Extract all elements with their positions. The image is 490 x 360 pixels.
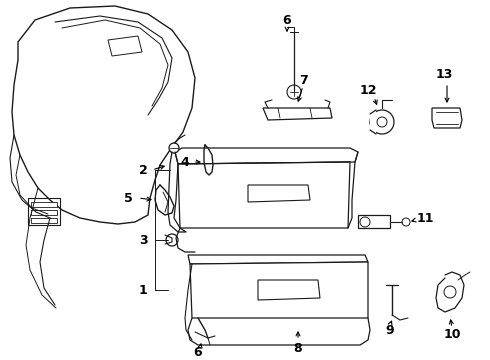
Text: 5: 5 xyxy=(123,192,132,204)
Circle shape xyxy=(166,234,178,246)
Polygon shape xyxy=(432,108,462,128)
Polygon shape xyxy=(190,262,368,318)
Circle shape xyxy=(402,218,410,226)
Polygon shape xyxy=(258,280,320,300)
Polygon shape xyxy=(263,108,332,120)
Text: 1: 1 xyxy=(139,284,147,297)
Polygon shape xyxy=(31,218,57,223)
Text: 7: 7 xyxy=(298,73,307,86)
Polygon shape xyxy=(370,110,376,134)
Text: 9: 9 xyxy=(386,324,394,337)
Polygon shape xyxy=(31,202,57,207)
Text: 13: 13 xyxy=(435,68,453,81)
Circle shape xyxy=(377,117,387,127)
Text: 8: 8 xyxy=(294,342,302,355)
Polygon shape xyxy=(178,162,350,228)
Circle shape xyxy=(370,110,394,134)
Text: 6: 6 xyxy=(194,346,202,360)
Text: 11: 11 xyxy=(416,211,434,225)
Text: 10: 10 xyxy=(443,328,461,342)
Circle shape xyxy=(444,286,456,298)
Text: 6: 6 xyxy=(283,13,292,27)
Polygon shape xyxy=(188,255,368,264)
Polygon shape xyxy=(31,210,57,215)
Polygon shape xyxy=(358,215,390,228)
Text: 12: 12 xyxy=(359,84,377,96)
Circle shape xyxy=(287,85,301,99)
Polygon shape xyxy=(248,185,310,202)
Text: 3: 3 xyxy=(139,234,147,247)
Text: 2: 2 xyxy=(139,163,147,176)
Circle shape xyxy=(360,217,370,227)
Polygon shape xyxy=(108,36,142,56)
Text: 4: 4 xyxy=(181,156,189,168)
Polygon shape xyxy=(175,148,358,164)
Circle shape xyxy=(169,143,179,153)
Polygon shape xyxy=(12,6,195,224)
